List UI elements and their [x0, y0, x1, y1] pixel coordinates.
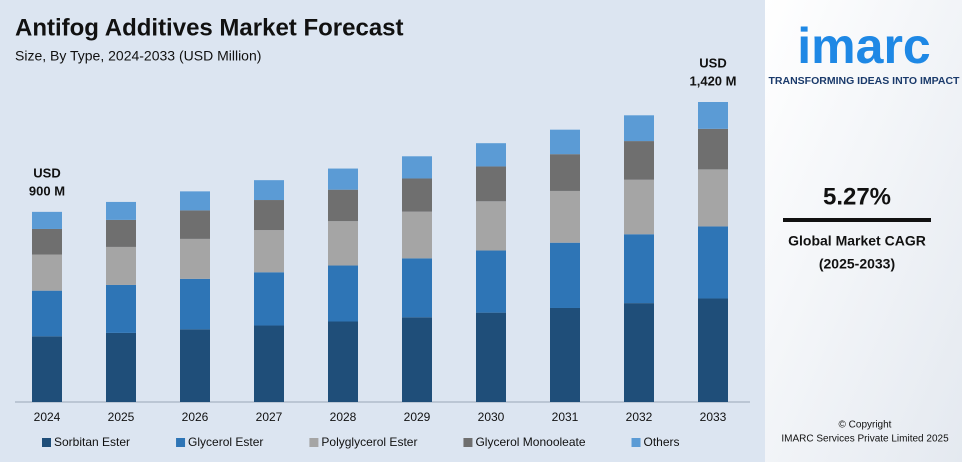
bar-segment — [698, 169, 728, 227]
x-tick-label: 2025 — [108, 410, 135, 424]
bar-segment — [476, 201, 506, 251]
legend-swatch — [463, 438, 473, 447]
bar-segment — [550, 190, 580, 243]
bar-segment — [328, 221, 358, 266]
bar-segment — [106, 284, 136, 333]
x-tick-label: 2031 — [552, 410, 579, 424]
bar-segment — [476, 250, 506, 313]
bar-segment — [180, 210, 210, 239]
bar-segment — [550, 242, 580, 308]
bar-segment — [402, 317, 432, 402]
bar-segment — [254, 325, 284, 402]
legend-label: Glycerol Ester — [188, 435, 263, 449]
bar-segment — [106, 332, 136, 402]
x-tick-label: 2024 — [34, 410, 61, 424]
bar-segment — [328, 265, 358, 322]
bar-segment — [624, 141, 654, 180]
legend-label: Polyglycerol Ester — [321, 435, 417, 449]
cagr-period: (2025-2033) — [819, 256, 895, 272]
bar-segment — [550, 307, 580, 402]
bar-segment — [476, 166, 506, 202]
x-tick-label: 2033 — [700, 410, 727, 424]
bar-annotation: 900 M — [29, 183, 65, 198]
bar-segment — [550, 129, 580, 155]
legend-swatch — [42, 438, 51, 447]
side-panel — [765, 0, 962, 462]
bar-segment — [550, 154, 580, 191]
bar-segment — [254, 200, 284, 231]
bar-annotation: 1,420 M — [690, 73, 737, 88]
bar-annotation: USD — [33, 165, 60, 180]
bar-segment — [624, 234, 654, 304]
legend-swatch — [309, 438, 319, 447]
bar-segment — [254, 180, 284, 201]
x-tick-label: 2030 — [478, 410, 505, 424]
bar-segment — [402, 156, 432, 179]
legend-swatch — [176, 438, 186, 447]
bar-segment — [698, 102, 728, 129]
company: IMARC Services Private Limited 2025 — [781, 434, 949, 445]
bar-segment — [328, 168, 358, 190]
legend-label: Sorbitan Ester — [54, 435, 130, 449]
bar-segment — [32, 290, 62, 337]
x-tick-label: 2027 — [256, 410, 283, 424]
bar-segment — [402, 258, 432, 318]
bar-segment — [624, 179, 654, 235]
bar-segment — [698, 226, 728, 299]
bar-segment — [624, 115, 654, 142]
bar-segment — [698, 298, 728, 402]
bar-segment — [402, 211, 432, 259]
bar-segment — [476, 143, 506, 167]
bar-segment — [180, 238, 210, 279]
bar-segment — [254, 230, 284, 273]
copyright: © Copyright — [839, 420, 892, 431]
bar-segment — [328, 189, 358, 222]
bar-annotation: USD — [699, 55, 726, 70]
x-tick-label: 2032 — [626, 410, 653, 424]
bar-segment — [32, 254, 62, 291]
bar-segment — [180, 329, 210, 402]
chart-title: Antifog Additives Market Forecast — [15, 14, 404, 41]
legend-swatch — [631, 438, 641, 447]
x-tick-label: 2028 — [330, 410, 357, 424]
bar-segment — [32, 228, 62, 255]
bar-segment — [180, 278, 210, 330]
bar-segment — [106, 219, 136, 247]
tagline: TRANSFORMING IDEAS INTO IMPACT — [769, 75, 961, 87]
bar-segment — [402, 178, 432, 212]
bar-segment — [180, 191, 210, 211]
cagr-value: 5.27% — [823, 183, 891, 210]
bar-segment — [328, 321, 358, 402]
bar-segment — [32, 336, 62, 402]
bar-segment — [106, 201, 136, 220]
cagr-label: Global Market CAGR — [788, 233, 926, 249]
bar-segment — [106, 246, 136, 285]
chart-subtitle: Size, By Type, 2024-2033 (USD Million) — [15, 48, 261, 64]
bar-segment — [624, 303, 654, 402]
bar-segment — [32, 211, 62, 229]
bar-segment — [476, 312, 506, 402]
bar-segment — [698, 128, 728, 170]
x-tick-label: 2026 — [182, 410, 209, 424]
bar-segment — [254, 272, 284, 326]
cagr-rule — [783, 218, 931, 222]
logo: imarc — [797, 18, 930, 74]
legend-label: Others — [644, 435, 680, 449]
legend-label: Glycerol Monooleate — [475, 435, 585, 449]
x-tick-label: 2029 — [404, 410, 431, 424]
